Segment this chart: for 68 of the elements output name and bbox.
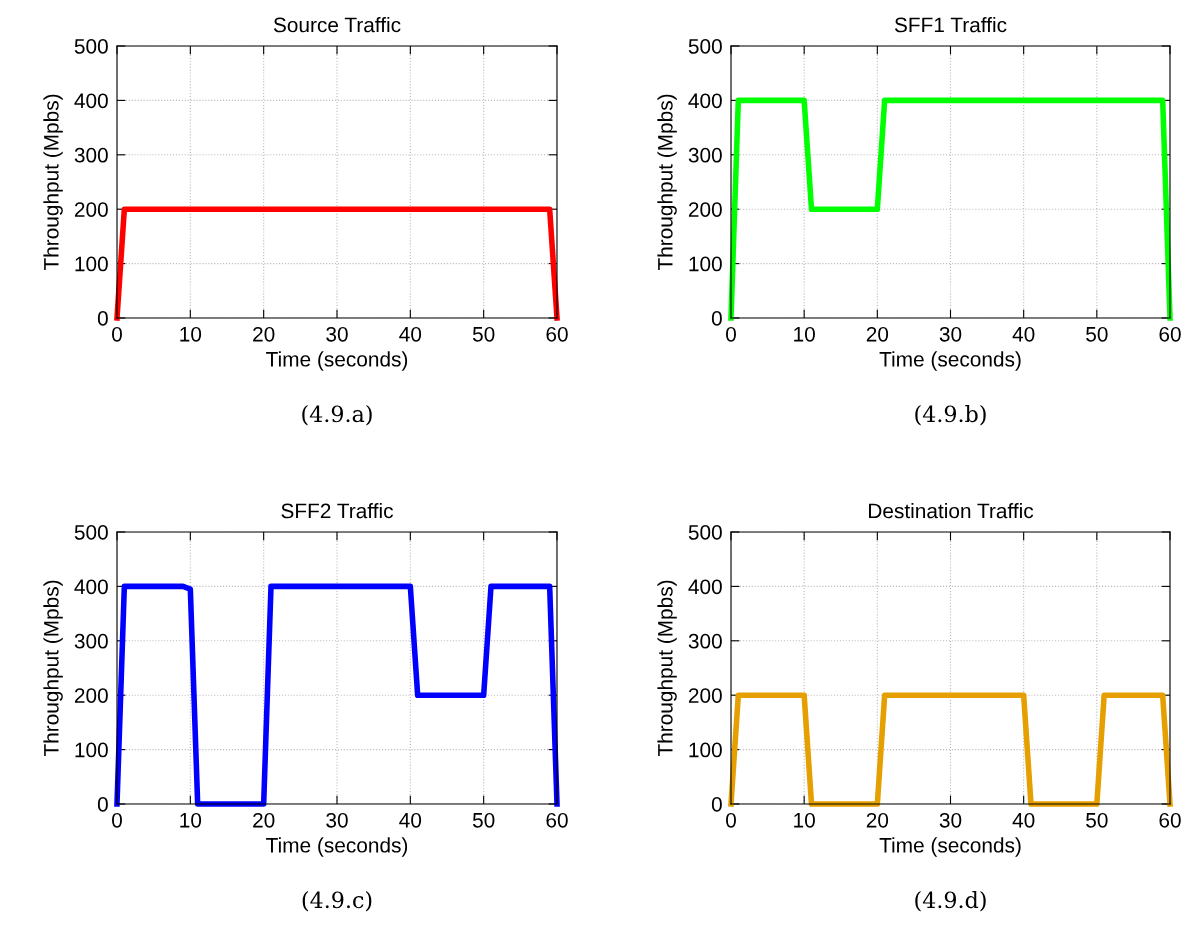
y-tick-label: 200 bbox=[688, 688, 722, 703]
x-axis-title: Time (seconds) bbox=[879, 837, 1021, 857]
x-tick-label: 10 bbox=[794, 326, 815, 342]
chart-title: Source Traffic bbox=[273, 17, 401, 33]
y-tick-label: 500 bbox=[688, 525, 722, 540]
x-tick-label: 20 bbox=[253, 812, 275, 828]
y-tick-label: 100 bbox=[689, 742, 722, 758]
x-tick-label: 60 bbox=[546, 812, 568, 828]
y-tick-label: 500 bbox=[688, 39, 722, 54]
text: (4.9.d) bbox=[915, 891, 986, 912]
y-tick-label: 0 bbox=[711, 797, 722, 812]
x-tick-label: 40 bbox=[1012, 326, 1035, 342]
x-tick-label: 10 bbox=[180, 326, 202, 342]
y-tick-label: 200 bbox=[688, 202, 722, 217]
y-axis-title: Throughput (Mpbs) bbox=[657, 580, 677, 757]
text: (4.9.a) bbox=[302, 405, 372, 426]
x-tick-label: 0 bbox=[112, 812, 122, 828]
x-tick-label: 20 bbox=[866, 326, 889, 342]
x-tick-label: 0 bbox=[726, 812, 736, 828]
x-tick-label: 10 bbox=[180, 812, 202, 828]
text: (4.9.b) bbox=[915, 405, 986, 426]
y-tick-label: 400 bbox=[74, 93, 108, 109]
y-tick-label: 0 bbox=[97, 797, 108, 812]
chart-title: SFF1 Traffic bbox=[894, 17, 1007, 33]
chart-title: Destination Traffic bbox=[869, 503, 1034, 519]
x-tick-label: 30 bbox=[939, 812, 962, 828]
x-tick-label: 40 bbox=[399, 326, 422, 342]
y-tick-label: 500 bbox=[74, 39, 108, 54]
x-tick-label: 30 bbox=[939, 326, 962, 342]
y-tick-label: 300 bbox=[74, 147, 108, 163]
x-tick-label: 50 bbox=[1086, 812, 1108, 828]
y-tick-label: 400 bbox=[688, 93, 722, 109]
text: (4.9.c) bbox=[302, 891, 372, 912]
y-tick-label: 100 bbox=[75, 256, 108, 272]
y-tick-label: 400 bbox=[74, 579, 108, 595]
x-tick-label: 60 bbox=[1159, 812, 1181, 828]
chart-title: SFF2 Traffic bbox=[281, 503, 393, 519]
y-tick-label: 200 bbox=[74, 688, 108, 703]
x-axis-title: Time (seconds) bbox=[266, 351, 408, 371]
y-tick-label: 100 bbox=[75, 742, 108, 758]
x-tick-label: 50 bbox=[472, 812, 495, 828]
y-tick-label: 300 bbox=[688, 633, 722, 649]
x-tick-label: 20 bbox=[253, 326, 275, 342]
x-tick-label: 60 bbox=[1159, 326, 1181, 342]
y-tick-label: 0 bbox=[97, 311, 108, 326]
y-tick-label: 200 bbox=[74, 202, 108, 217]
x-tick-label: 10 bbox=[794, 812, 815, 828]
y-axis-title: Throughput (Mpbs) bbox=[43, 580, 63, 757]
x-tick-label: 0 bbox=[112, 326, 122, 342]
x-axis-title: Time (seconds) bbox=[266, 837, 408, 857]
x-tick-label: 40 bbox=[399, 812, 422, 828]
y-tick-label: 100 bbox=[689, 256, 722, 272]
x-tick-label: 0 bbox=[726, 326, 736, 342]
y-tick-label: 0 bbox=[711, 311, 722, 326]
y-tick-label: 300 bbox=[74, 633, 108, 649]
x-tick-label: 50 bbox=[472, 326, 495, 342]
x-tick-label: 60 bbox=[546, 326, 568, 342]
x-tick-label: 20 bbox=[866, 812, 889, 828]
x-tick-label: 30 bbox=[326, 326, 348, 342]
x-tick-label: 40 bbox=[1012, 812, 1035, 828]
y-tick-label: 300 bbox=[688, 147, 722, 163]
y-tick-label: 500 bbox=[74, 525, 108, 540]
x-tick-label: 30 bbox=[326, 812, 348, 828]
x-axis-title: Time (seconds) bbox=[879, 351, 1021, 371]
y-axis-title: Throughput (Mpbs) bbox=[657, 94, 677, 271]
x-tick-label: 50 bbox=[1086, 326, 1108, 342]
y-tick-label: 400 bbox=[688, 579, 722, 595]
y-axis-title: Throughput (Mpbs) bbox=[43, 94, 63, 271]
